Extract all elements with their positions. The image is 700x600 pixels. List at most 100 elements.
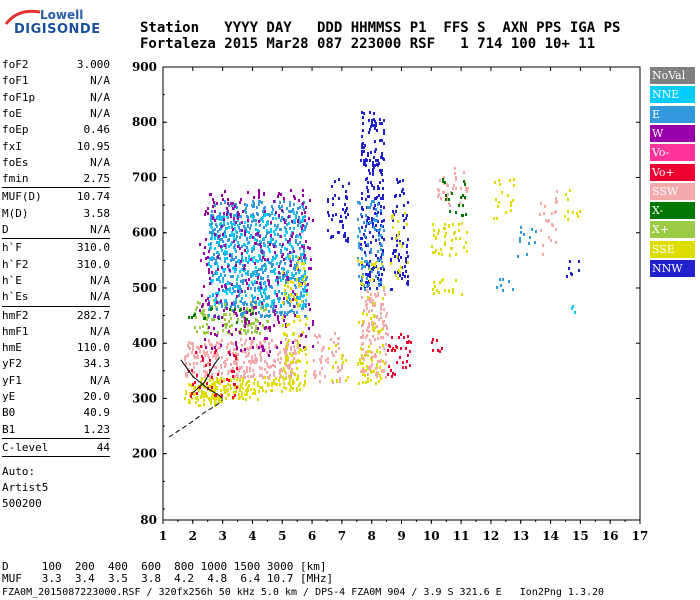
echo-point <box>240 349 242 352</box>
echo-point <box>299 297 301 300</box>
echo-point <box>282 301 284 304</box>
echo-point <box>258 289 260 292</box>
echo-point <box>198 347 200 350</box>
echo-point <box>358 321 360 324</box>
echo-point <box>225 246 227 249</box>
echo-point <box>212 214 214 217</box>
echo-point <box>370 248 372 251</box>
echo-point <box>303 246 305 249</box>
echo-point <box>397 220 399 223</box>
echo-point <box>404 212 406 215</box>
echo-point <box>448 198 450 201</box>
echo-point <box>224 201 226 204</box>
echo-point <box>396 239 398 242</box>
echo-point <box>378 380 380 383</box>
echo-point <box>240 308 242 311</box>
echo-point <box>206 395 208 398</box>
echo-point <box>223 223 225 226</box>
echo-point <box>215 297 217 300</box>
echo-point <box>233 285 235 288</box>
echo-point <box>256 274 258 277</box>
echo-point <box>395 210 397 213</box>
echo-point <box>240 215 242 218</box>
echo-point <box>383 129 385 132</box>
echo-point <box>207 362 209 365</box>
param-name: M(D) <box>2 206 29 220</box>
echo-point <box>274 213 276 216</box>
echo-point <box>295 352 297 355</box>
echo-point <box>255 228 257 231</box>
echo-point <box>285 281 287 284</box>
param-name: B1 <box>2 422 16 436</box>
echo-point <box>305 206 307 209</box>
echo-point <box>460 187 462 190</box>
param-value: N/A <box>90 273 110 287</box>
echo-point <box>332 381 334 384</box>
echo-point <box>211 256 213 259</box>
echo-point <box>298 351 300 354</box>
echo-point <box>295 255 297 258</box>
echo-point <box>217 230 219 233</box>
echo-point <box>367 350 369 353</box>
echo-point <box>377 203 379 206</box>
echo-point <box>238 369 240 372</box>
echo-point <box>292 298 294 301</box>
echo-point <box>250 258 252 261</box>
echo-point <box>217 354 219 357</box>
echo-point <box>362 122 364 125</box>
echo-point <box>365 244 367 247</box>
echo-point <box>451 239 453 242</box>
echo-point <box>245 257 247 260</box>
echo-point <box>371 301 373 304</box>
echo-point <box>304 215 306 218</box>
param-value: 310.0 <box>76 241 110 255</box>
echo-point <box>200 380 202 383</box>
echo-point <box>260 351 262 354</box>
echo-point <box>387 349 389 352</box>
echo-point <box>291 245 293 248</box>
echo-point <box>283 258 285 261</box>
echo-point <box>254 354 256 357</box>
echo-point <box>383 369 385 372</box>
echo-point <box>369 287 371 290</box>
echo-point <box>239 291 241 294</box>
echo-point <box>241 315 243 318</box>
echo-point <box>367 190 369 193</box>
echo-point <box>299 382 301 385</box>
echo-point <box>286 276 288 279</box>
echo-point <box>295 241 297 244</box>
echo-point <box>214 398 216 401</box>
echo-point <box>264 292 266 295</box>
echo-point <box>289 243 291 246</box>
echo-point <box>210 332 212 335</box>
echo-point <box>199 404 201 407</box>
param-separator <box>2 456 110 458</box>
echo-point <box>273 305 275 308</box>
echo-point <box>213 365 215 368</box>
echo-point <box>263 237 265 240</box>
echo-point <box>357 363 359 366</box>
echo-point <box>189 392 191 395</box>
echo-point <box>555 228 557 231</box>
echo-point <box>347 237 349 240</box>
echo-point <box>383 268 385 271</box>
echo-point <box>259 200 261 203</box>
echo-point <box>305 284 307 287</box>
echo-point <box>376 196 378 199</box>
echo-point <box>275 240 277 243</box>
echo-point <box>263 309 265 312</box>
echo-point <box>335 344 337 347</box>
echo-point <box>318 334 320 337</box>
echo-point <box>396 361 398 364</box>
echo-point <box>285 238 287 241</box>
echo-point <box>193 354 195 357</box>
echo-point <box>304 270 306 273</box>
echo-point <box>226 215 228 218</box>
echo-point <box>258 346 260 349</box>
echo-point <box>377 159 379 162</box>
echo-point <box>222 324 224 327</box>
echo-point <box>406 223 408 226</box>
echo-point <box>245 228 247 231</box>
echo-point <box>220 389 222 392</box>
echo-point <box>381 122 383 125</box>
